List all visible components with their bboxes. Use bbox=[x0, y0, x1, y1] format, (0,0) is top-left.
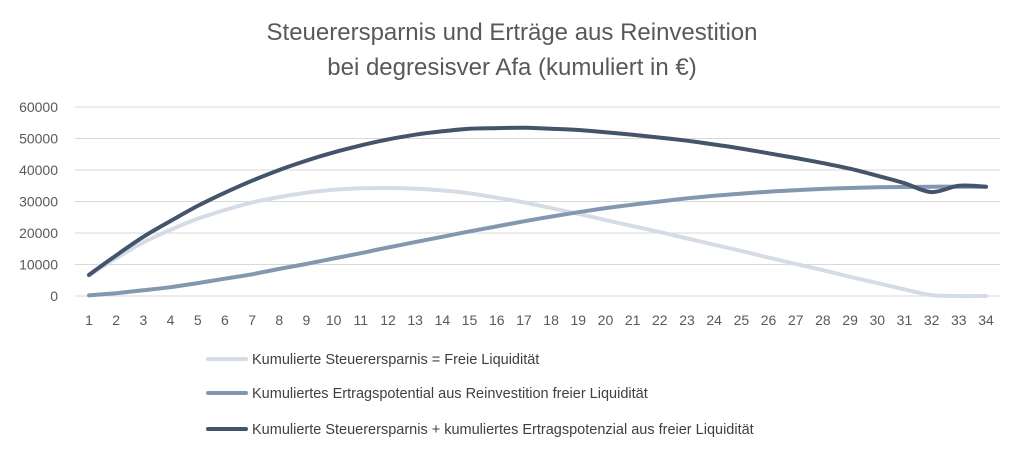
x-tick-label: 33 bbox=[951, 312, 967, 328]
legend-item: Kumulierte Steuerersparnis = Freie Liqui… bbox=[206, 352, 539, 368]
x-tick-label: 21 bbox=[625, 312, 641, 328]
x-tick-label: 12 bbox=[380, 312, 396, 328]
legend-label: Kumulierte Steuerersparnis + kumuliertes… bbox=[252, 422, 754, 438]
x-tick-label: 15 bbox=[462, 312, 478, 328]
chart-title-line-2: bei degresisver Afa (kumuliert in €) bbox=[327, 54, 697, 81]
series-line-3 bbox=[87, 125, 988, 277]
x-tick-label: 19 bbox=[570, 312, 586, 328]
chart-title-line-1: Steuerersparnis und Erträge aus Reinvest… bbox=[267, 19, 758, 46]
x-tick-label: 9 bbox=[303, 312, 311, 328]
x-tick-label: 23 bbox=[679, 312, 695, 328]
x-tick-label: 4 bbox=[167, 312, 175, 328]
series-line-1 bbox=[87, 185, 988, 299]
x-tick-label: 27 bbox=[788, 312, 804, 328]
x-tick-label: 17 bbox=[516, 312, 532, 328]
x-tick-label: 28 bbox=[815, 312, 831, 328]
x-tick-label: 13 bbox=[407, 312, 423, 328]
y-tick-label: 50000 bbox=[19, 131, 58, 147]
x-tick-label: 3 bbox=[139, 312, 147, 328]
gridlines bbox=[75, 106, 1000, 297]
x-tick-label: 25 bbox=[734, 312, 750, 328]
x-tick-label: 34 bbox=[978, 312, 994, 328]
x-tick-label: 31 bbox=[897, 312, 913, 328]
y-tick-label: 30000 bbox=[19, 194, 58, 210]
legend-item: Kumuliertes Ertragspotential aus Reinves… bbox=[206, 386, 648, 402]
x-tick-label: 16 bbox=[489, 312, 505, 328]
series-line-2 bbox=[87, 184, 988, 298]
x-tick-label: 20 bbox=[598, 312, 614, 328]
x-axis-ticks: 1 2 3 4 5 6 7 8 9 10 11 12 13 14 15 16 17 18 19 20 21 22 23 24 2… bbox=[85, 312, 994, 328]
x-tick-label: 18 bbox=[543, 312, 559, 328]
y-axis-ticks: 0 10000 20000 30000 40000 50000 60000 bbox=[19, 99, 58, 304]
x-tick-label: 1 bbox=[85, 312, 93, 328]
x-tick-label: 7 bbox=[248, 312, 256, 328]
x-tick-label: 30 bbox=[869, 312, 885, 328]
x-tick-label: 5 bbox=[194, 312, 202, 328]
x-tick-label: 26 bbox=[761, 312, 777, 328]
x-tick-label: 10 bbox=[326, 312, 342, 328]
legend: Kumulierte Steuerersparnis = Freie Liqui… bbox=[206, 352, 754, 438]
x-tick-label: 2 bbox=[112, 312, 120, 328]
x-tick-label: 14 bbox=[435, 312, 451, 328]
legend-item: Kumulierte Steuerersparnis + kumuliertes… bbox=[206, 422, 754, 438]
x-tick-label: 24 bbox=[706, 312, 722, 328]
x-tick-label: 6 bbox=[221, 312, 229, 328]
x-tick-label: 29 bbox=[842, 312, 858, 328]
y-tick-label: 10000 bbox=[19, 257, 58, 273]
x-tick-label: 22 bbox=[652, 312, 668, 328]
y-tick-label: 0 bbox=[50, 288, 58, 304]
series-lines bbox=[87, 125, 988, 299]
x-tick-label: 32 bbox=[924, 312, 940, 328]
x-tick-label: 11 bbox=[354, 312, 369, 328]
legend-label: Kumulierte Steuerersparnis = Freie Liqui… bbox=[252, 352, 539, 368]
y-tick-label: 20000 bbox=[19, 225, 58, 241]
x-tick-label: 8 bbox=[275, 312, 283, 328]
y-tick-label: 60000 bbox=[19, 99, 58, 115]
legend-label: Kumuliertes Ertragspotential aus Reinves… bbox=[252, 386, 648, 402]
y-tick-label: 40000 bbox=[19, 162, 58, 178]
